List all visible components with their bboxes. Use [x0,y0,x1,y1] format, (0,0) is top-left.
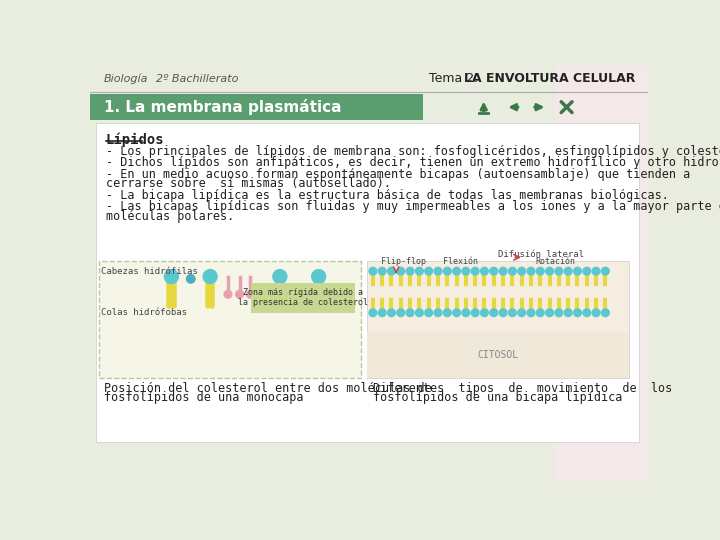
Text: Posición del colesterol entre dos moléculas de: Posición del colesterol entre dos molécu… [104,382,432,395]
Circle shape [593,267,600,275]
Text: - Las bicapas lipídicas son fluidas y muy impermeables a los iones y a la mayor : - Las bicapas lipídicas son fluidas y mu… [106,200,720,213]
Circle shape [574,309,581,316]
Circle shape [397,267,405,275]
Text: Zona más rígida debido a
la presencia de colesterol: Zona más rígida debido a la presencia de… [238,288,368,307]
Circle shape [564,267,572,275]
Circle shape [444,267,451,275]
Text: Cabezas hidrófilas: Cabezas hidrófilas [101,267,197,275]
Bar [99,261,361,378]
Circle shape [490,309,498,316]
Circle shape [593,309,600,316]
Text: moléculas polares.: moléculas polares. [106,210,234,222]
Text: Biología: Biología [104,73,148,84]
Circle shape [564,309,572,316]
Text: fosfolípidos de una bicapa lipídica: fosfolípidos de una bicapa lipídica [373,392,622,404]
Circle shape [224,291,232,298]
Circle shape [555,309,563,316]
Circle shape [472,267,479,275]
Circle shape [406,267,414,275]
Circle shape [387,267,395,275]
Bar [96,123,639,442]
Circle shape [397,309,405,316]
Circle shape [499,309,507,316]
Text: Diferentes  tipos  de  movimiento  de  los: Diferentes tipos de movimiento de los [373,382,672,395]
Circle shape [186,275,195,283]
Circle shape [434,267,442,275]
Circle shape [546,267,554,275]
Circle shape [536,267,544,275]
Circle shape [425,309,433,316]
Text: LA ENVOLTURA CELULAR: LA ENVOLTURA CELULAR [464,72,636,85]
Circle shape [415,309,423,316]
Circle shape [508,267,516,275]
Circle shape [203,269,217,284]
Circle shape [527,309,535,316]
Bar [367,332,629,378]
Bar [90,94,423,120]
Circle shape [508,309,516,316]
Circle shape [273,269,287,284]
Circle shape [601,267,609,275]
Circle shape [378,309,386,316]
Text: fosfolípidos de una monocapa: fosfolípidos de una monocapa [104,392,303,404]
Circle shape [481,309,488,316]
Circle shape [583,267,590,275]
Text: Difusión lateral: Difusión lateral [498,251,585,260]
Text: Flexión: Flexión [443,256,477,266]
Circle shape [518,309,526,316]
Bar [367,261,629,378]
Circle shape [164,269,179,284]
Circle shape [453,267,461,275]
Circle shape [536,309,544,316]
Text: Lípidos: Lípidos [106,132,164,147]
Circle shape [490,267,498,275]
Circle shape [527,267,535,275]
Circle shape [472,309,479,316]
Text: cerrarse sobre  sí mismas (autosellado).: cerrarse sobre sí mismas (autosellado). [106,177,390,190]
Text: Tema 2.: Tema 2. [429,72,482,85]
Circle shape [246,291,254,298]
Circle shape [312,269,325,284]
Circle shape [369,267,377,275]
Text: - La bicapa lipídica es la estructura básica de todas las membranas biológicas.: - La bicapa lipídica es la estructura bá… [106,189,668,202]
Circle shape [481,267,488,275]
Circle shape [499,267,507,275]
Circle shape [574,267,581,275]
Text: - Los principales de lípidos de membrana son: fosfoglicéridos, esfingolípidos y : - Los principales de lípidos de membrana… [106,145,720,158]
Circle shape [601,309,609,316]
Bar [555,65,648,481]
Circle shape [555,267,563,275]
Text: Rotación: Rotación [536,256,575,266]
Text: 1. La membrana plasmática: 1. La membrana plasmática [104,99,341,115]
FancyBboxPatch shape [251,283,355,313]
Text: - En un medio acuoso forman espontáneamente bicapas (autoensamblaje) que tienden: - En un medio acuoso forman espontáneame… [106,168,690,181]
Circle shape [462,309,469,316]
Text: Flip-flop: Flip-flop [381,256,426,266]
Circle shape [462,267,469,275]
Circle shape [406,309,414,316]
Circle shape [444,309,451,316]
Text: CITOSOL: CITOSOL [478,350,519,360]
Circle shape [583,309,590,316]
Circle shape [434,309,442,316]
Text: - Dichos lípidos son anfipáticos, es decir, tienen un extremo hidrofílico y otro: - Dichos lípidos son anfipáticos, es dec… [106,157,720,170]
Circle shape [546,309,554,316]
Circle shape [369,309,377,316]
Circle shape [415,267,423,275]
Text: 2º Bachillerato: 2º Bachillerato [156,73,238,84]
Circle shape [425,267,433,275]
Circle shape [235,291,243,298]
Circle shape [387,309,395,316]
Circle shape [453,309,461,316]
Circle shape [518,267,526,275]
Text: Colas hidrófobas: Colas hidrófobas [101,308,187,317]
Circle shape [378,267,386,275]
